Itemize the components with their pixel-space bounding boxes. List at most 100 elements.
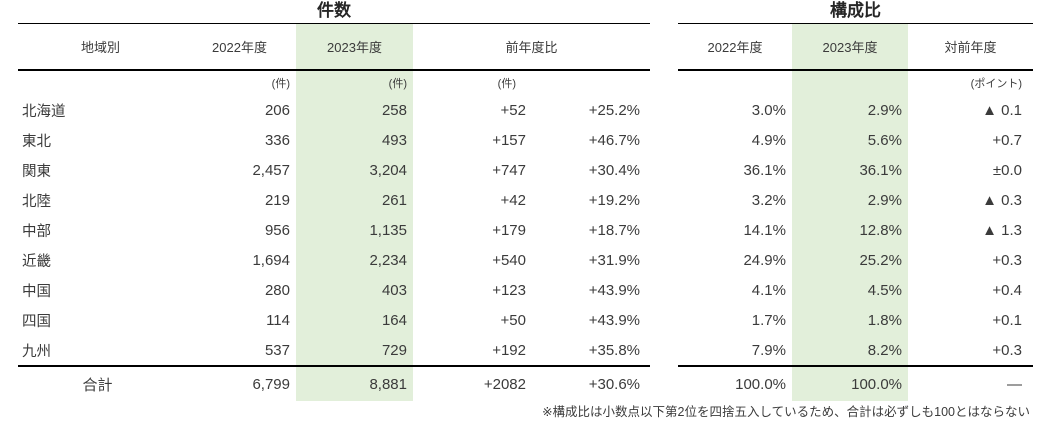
total-count-diff: +2082 (413, 365, 532, 401)
cell-share2022: 24.9% (743, 251, 786, 269)
cell-pct: +18.7% (588, 221, 641, 239)
share-header-row: 2022年度 2023年度 対前年度 (678, 24, 1033, 71)
share-data-row: 4.1% 4.5% +0.4 (678, 275, 1033, 305)
share-units-row: (ポイント) (678, 70, 1033, 95)
unit-diff: (件) (497, 78, 516, 90)
cell-diff: +123 (492, 281, 526, 299)
share-table-section: 構成比 2022年度 2023年度 対前年度 (ポイント) 3.0% 2.9% ▲ … (678, 0, 1033, 401)
cell-share2023: 36.1% (792, 155, 908, 185)
cell-share2023: 25.2% (792, 245, 908, 275)
cell-region: 九州 (22, 343, 51, 360)
share-col-header-2022: 2022年度 (678, 24, 792, 71)
cell-cnt2023: 3,204 (296, 155, 413, 185)
unit-pct-empty (532, 70, 650, 95)
cell-share_diff: +0.1 (992, 311, 1022, 329)
cell-share2023: 12.8% (792, 215, 908, 245)
cell-cnt2022: 2,457 (252, 161, 290, 179)
share-table-title: 構成比 (678, 0, 1033, 24)
count-units-row: (件) (件) (件) (18, 70, 650, 95)
cell-share_diff: +0.4 (992, 281, 1022, 299)
cell-share2022: 14.1% (743, 221, 786, 239)
cell-cnt2023: 258 (296, 95, 413, 125)
total-count-pct: +30.6% (532, 365, 651, 401)
cell-diff: +747 (492, 161, 526, 179)
share-data-row: 14.1% 12.8% ▲ 1.3 (678, 215, 1033, 245)
share-data-row: 7.9% 8.2% +0.3 (678, 335, 1033, 366)
cell-share2022: 4.9% (751, 131, 786, 149)
count-data-row: 北陸 219 261 +42 +19.2% (18, 185, 650, 215)
cell-share2022: 3.0% (751, 101, 786, 119)
count-data-row: 九州 537 729 +192 +35.8% (18, 335, 650, 366)
share-unit-yoy: (ポイント) (970, 78, 1022, 90)
cell-cnt2022: 956 (264, 221, 290, 239)
cell-cnt2023: 2,234 (296, 245, 413, 275)
share-data-row: 4.9% 5.6% +0.7 (678, 125, 1033, 155)
cell-diff: +50 (500, 311, 526, 329)
cell-share2023: 4.5% (792, 275, 908, 305)
cell-region: 中国 (22, 283, 51, 300)
cell-share2022: 3.2% (751, 191, 786, 209)
cell-share_diff: ▲ 0.1 (982, 101, 1022, 119)
cell-share2023: 8.2% (792, 335, 908, 366)
unit-2023: (件) (296, 70, 413, 95)
cell-region: 四国 (22, 313, 51, 330)
cell-region: 近畿 (22, 253, 51, 270)
cell-cnt2023: 403 (296, 275, 413, 305)
count-table: 地域別 2022年度 2023年度 前年度比 (件) (件) (件) 北海道 20… (18, 24, 651, 401)
cell-region: 北海道 (22, 103, 66, 120)
cell-share_diff: +0.3 (992, 341, 1022, 359)
footnote: ※構成比は小数点以下第2位を四捨五入しているため、合計は必ずしも100とはならな… (542, 405, 1030, 419)
cell-diff: +52 (500, 101, 526, 119)
share-unit-2023-empty (792, 70, 908, 95)
cell-diff: +540 (492, 251, 526, 269)
cell-cnt2023: 261 (296, 185, 413, 215)
col-header-yoy: 前年度比 (413, 24, 651, 71)
cell-share2022: 1.7% (751, 311, 786, 329)
count-data-row: 中部 956 1,135 +179 +18.7% (18, 215, 650, 245)
total-share-2023: 100.0% (792, 365, 908, 401)
count-data-row: 四国 114 164 +50 +43.9% (18, 305, 650, 335)
cell-share2023: 1.8% (792, 305, 908, 335)
cell-share2023: 2.9% (792, 95, 908, 125)
share-data-row: 3.0% 2.9% ▲ 0.1 (678, 95, 1033, 125)
count-data-row: 近畿 1,694 2,234 +540 +31.9% (18, 245, 650, 275)
cell-diff: +42 (500, 191, 526, 209)
cell-diff: +179 (492, 221, 526, 239)
cell-cnt2022: 1,694 (252, 251, 290, 269)
share-data-row: 3.2% 2.9% ▲ 0.3 (678, 185, 1033, 215)
cell-cnt2023: 493 (296, 125, 413, 155)
cell-cnt2023: 1,135 (296, 215, 413, 245)
share-data-row: 24.9% 25.2% +0.3 (678, 245, 1033, 275)
cell-cnt2023: 164 (296, 305, 413, 335)
cell-cnt2022: 336 (264, 131, 290, 149)
cell-cnt2023: 729 (296, 335, 413, 366)
cell-pct: +25.2% (588, 101, 641, 119)
count-table-title: 件数 (18, 0, 650, 24)
count-header-row: 地域別 2022年度 2023年度 前年度比 (18, 24, 651, 71)
cell-share_diff: +0.3 (992, 251, 1022, 269)
share-col-header-yoy: 対前年度 (908, 24, 1033, 71)
unit-2022: (件) (271, 78, 290, 90)
total-share-diff: — (908, 365, 1033, 401)
count-table-section: 件数 地域別 2022年度 2023年度 前年度比 (件) (件) (件) (18, 0, 651, 401)
cell-cnt2022: 114 (266, 311, 290, 329)
cell-share2022: 36.1% (743, 161, 786, 179)
cell-region: 北陸 (22, 193, 51, 210)
cell-pct: +19.2% (588, 191, 641, 209)
col-header-region: 地域別 (18, 24, 183, 71)
cell-cnt2022: 219 (264, 191, 290, 209)
cell-region: 関東 (22, 163, 51, 180)
col-header-2023: 2023年度 (296, 24, 413, 71)
cell-region: 東北 (22, 133, 51, 150)
total-share-2022: 100.0% (678, 365, 792, 401)
total-label: 合計 (18, 365, 183, 401)
cell-pct: +35.8% (588, 341, 641, 359)
cell-region: 中部 (22, 223, 51, 240)
share-unit-2022-empty (678, 70, 792, 95)
cell-pct: +46.7% (588, 131, 641, 149)
share-table: 2022年度 2023年度 対前年度 (ポイント) 3.0% 2.9% ▲ 0.1 4… (678, 24, 1033, 401)
share-data-row: 1.7% 1.8% +0.1 (678, 305, 1033, 335)
cell-share2022: 7.9% (751, 341, 786, 359)
cell-share2022: 4.1% (751, 281, 786, 299)
